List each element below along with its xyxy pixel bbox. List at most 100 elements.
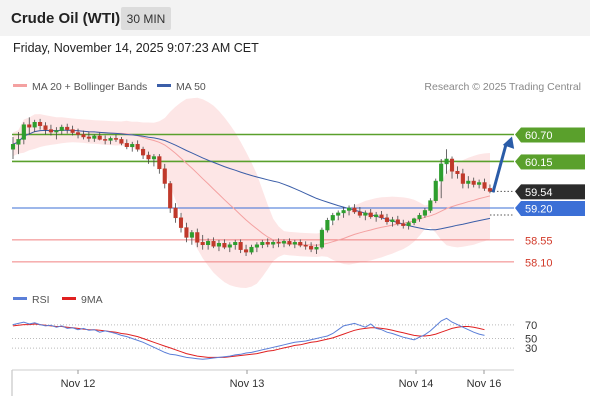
projection-arrow-shaft bbox=[491, 144, 508, 193]
level-label-59-20-box bbox=[521, 201, 585, 216]
projection-arrow-head bbox=[502, 136, 515, 149]
level-label-58-10: 58.10 bbox=[525, 257, 553, 269]
candle-body bbox=[330, 215, 335, 221]
rsi-tick-50: 50 bbox=[525, 334, 537, 346]
candle-body bbox=[173, 207, 178, 219]
candle-body bbox=[271, 242, 276, 245]
candle-body bbox=[178, 217, 184, 228]
candle-body bbox=[141, 148, 146, 156]
candle-body bbox=[314, 246, 319, 250]
legend-label-ma50: MA 50 bbox=[176, 81, 206, 93]
candle-body bbox=[455, 171, 460, 174]
level-label-59-20: 59.20 bbox=[525, 204, 553, 216]
candle-body bbox=[379, 214, 384, 219]
level-label-60-15-box bbox=[521, 154, 585, 170]
candle-body bbox=[43, 125, 48, 130]
candle-body bbox=[238, 242, 243, 250]
candle-body bbox=[162, 168, 167, 184]
candle-body bbox=[368, 212, 373, 218]
candle-body bbox=[357, 211, 362, 216]
legend-label-rsi: RSI bbox=[32, 294, 50, 306]
legend-swatch-ma50 bbox=[157, 84, 171, 87]
candle-body bbox=[276, 242, 281, 244]
candle-body bbox=[433, 180, 438, 201]
candles bbox=[10, 117, 493, 257]
candle-body bbox=[319, 229, 324, 248]
candle-body bbox=[75, 132, 81, 135]
legend-swatch-9ma bbox=[62, 297, 76, 300]
candle-body bbox=[54, 130, 59, 133]
x-tick-label: Nov 13 bbox=[230, 378, 265, 390]
candle-body bbox=[103, 139, 108, 141]
candle-body bbox=[254, 244, 259, 248]
candle-body bbox=[265, 242, 270, 245]
candle-body bbox=[211, 241, 216, 247]
candle-body bbox=[428, 200, 433, 211]
candle-body bbox=[38, 122, 43, 126]
candle-body bbox=[352, 207, 357, 213]
last-price-label: 59.54 bbox=[525, 187, 553, 199]
candle-body bbox=[395, 219, 400, 224]
candle-body bbox=[227, 244, 232, 248]
rsi-legend: RSI 9MA bbox=[13, 294, 103, 306]
candle-body bbox=[449, 158, 455, 172]
candle-body bbox=[422, 210, 427, 216]
candle-body bbox=[374, 214, 379, 218]
candle-body bbox=[65, 126, 70, 130]
candle-body bbox=[287, 241, 292, 245]
chart-panel bbox=[0, 36, 590, 400]
candle-body bbox=[113, 138, 119, 140]
level-label-60-15-pointer bbox=[515, 154, 521, 170]
candle-body bbox=[233, 242, 238, 246]
candle-body bbox=[70, 129, 75, 133]
candle-body bbox=[195, 232, 200, 243]
candle-body bbox=[260, 242, 265, 246]
x-tick-label: Nov 16 bbox=[467, 378, 502, 390]
candle-body bbox=[86, 136, 91, 139]
candle-body bbox=[336, 212, 341, 216]
candle-body bbox=[81, 134, 86, 138]
candle-body bbox=[97, 135, 102, 140]
candle-body bbox=[157, 156, 162, 170]
candle-body bbox=[10, 144, 16, 150]
rsi-tick-30: 30 bbox=[525, 343, 537, 355]
candle-body bbox=[59, 126, 64, 131]
candle-body bbox=[206, 241, 211, 246]
candle-body bbox=[303, 244, 308, 247]
candle-body bbox=[168, 183, 173, 209]
legend-label-ma20: MA 20 + Bollinger Bands bbox=[32, 81, 147, 93]
candle-body bbox=[119, 139, 124, 144]
rsi-line bbox=[12, 317, 485, 360]
candle-body bbox=[48, 129, 53, 133]
candle-body bbox=[244, 249, 249, 253]
watermark: Research © 2025 Trading Central bbox=[424, 81, 581, 93]
candle-body bbox=[222, 243, 227, 248]
candle-body bbox=[16, 139, 21, 145]
candle-body bbox=[325, 220, 330, 231]
level-label-58-55: 58.55 bbox=[525, 235, 553, 247]
candle-body bbox=[417, 215, 422, 220]
ma50-line bbox=[12, 129, 491, 231]
candle-body bbox=[390, 219, 395, 222]
candle-body bbox=[200, 242, 205, 246]
candle-body bbox=[249, 246, 254, 253]
candle-body bbox=[471, 180, 476, 185]
candle-body bbox=[151, 156, 156, 160]
candle-body bbox=[108, 138, 113, 141]
candle-body bbox=[27, 124, 32, 128]
chart-datetime: Friday, November 14, 2025 9:07:23 AM CET bbox=[13, 41, 259, 55]
candle-body bbox=[444, 158, 449, 165]
candle-body bbox=[363, 212, 368, 216]
candle-body bbox=[401, 223, 406, 226]
candle-body bbox=[189, 232, 194, 238]
x-tick-label: Nov 12 bbox=[61, 378, 96, 390]
last-price-box bbox=[521, 184, 585, 200]
candle-body bbox=[439, 163, 444, 182]
candle-body bbox=[346, 207, 352, 211]
instrument-title: Crude Oil (WTI) bbox=[11, 10, 121, 27]
bollinger-band-fill bbox=[13, 97, 490, 288]
candle-body bbox=[309, 245, 314, 250]
candle-body bbox=[135, 144, 140, 150]
timeframe-badge[interactable]: 30 MIN bbox=[121, 7, 171, 30]
